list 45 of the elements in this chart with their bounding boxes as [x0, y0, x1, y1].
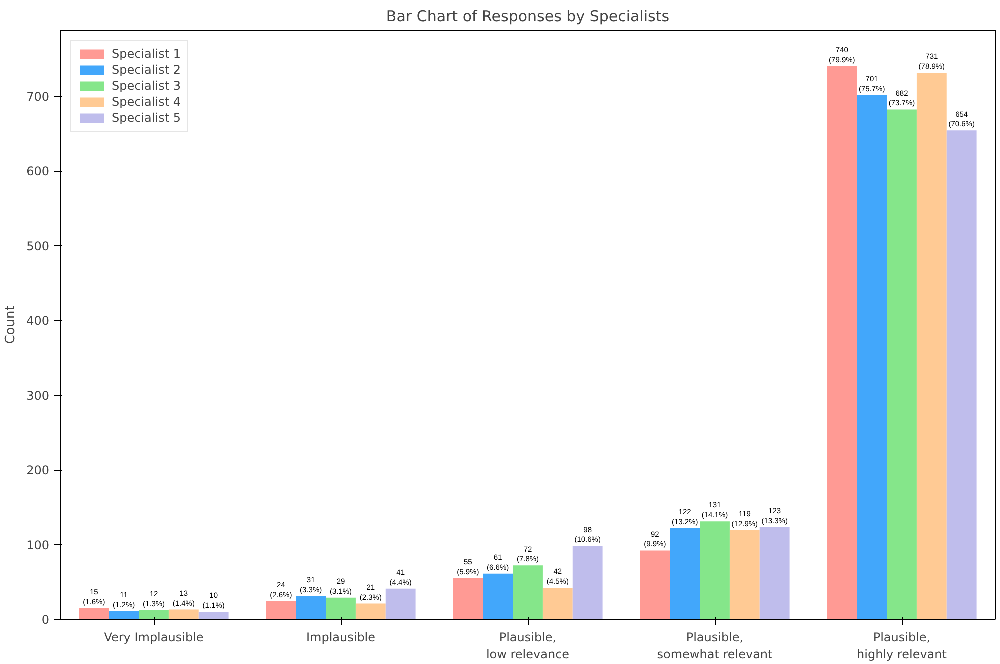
bar	[386, 588, 416, 620]
bar	[266, 602, 296, 620]
legend-label: Specialist 3	[112, 79, 181, 93]
y-tick-label: 700	[26, 90, 50, 104]
bar	[857, 96, 888, 620]
x-tick-label: Implausible	[306, 630, 376, 644]
bar	[296, 596, 326, 620]
bar	[760, 528, 790, 620]
bar	[827, 66, 858, 620]
bar	[916, 73, 947, 620]
x-tick-label: Very Implausible	[104, 630, 204, 644]
y-tick-label: 400	[26, 314, 50, 328]
y-tick-label: 200	[26, 464, 50, 478]
bar	[887, 110, 917, 620]
bar	[513, 566, 543, 620]
bar	[139, 610, 169, 620]
legend-label: Specialist 4	[112, 95, 181, 109]
bar	[542, 588, 573, 620]
y-tick-label: 500	[26, 239, 50, 254]
bar	[640, 550, 670, 620]
y-tick-label: 100	[26, 538, 50, 552]
y-tick-label: 300	[26, 388, 50, 403]
bar	[453, 578, 484, 620]
y-tick-label: 600	[26, 164, 50, 179]
legend-label: Specialist 1	[112, 47, 181, 61]
bar	[572, 546, 603, 620]
bar	[109, 611, 140, 620]
y-axis-title: Count	[4, 306, 19, 344]
x-tick-label: Plausible, low relevance	[486, 630, 570, 662]
y-tick-label: 0	[42, 613, 50, 627]
bar	[326, 598, 356, 620]
bar	[483, 574, 514, 620]
x-tick-label: Plausible, somewhat relevant	[657, 630, 774, 662]
legend-label: Specialist 2	[112, 63, 181, 77]
bar	[730, 530, 760, 620]
bar	[198, 612, 229, 620]
bar	[670, 528, 700, 620]
bar	[946, 130, 977, 620]
legend-label: Specialist 5	[112, 111, 181, 125]
bar	[168, 610, 199, 620]
bar	[356, 604, 386, 620]
x-tick-label: Plausible, highly relevant	[857, 630, 948, 662]
chart-title: Bar Chart of Responses by Specialists	[386, 8, 670, 26]
bar	[79, 608, 110, 620]
bar	[700, 522, 730, 620]
